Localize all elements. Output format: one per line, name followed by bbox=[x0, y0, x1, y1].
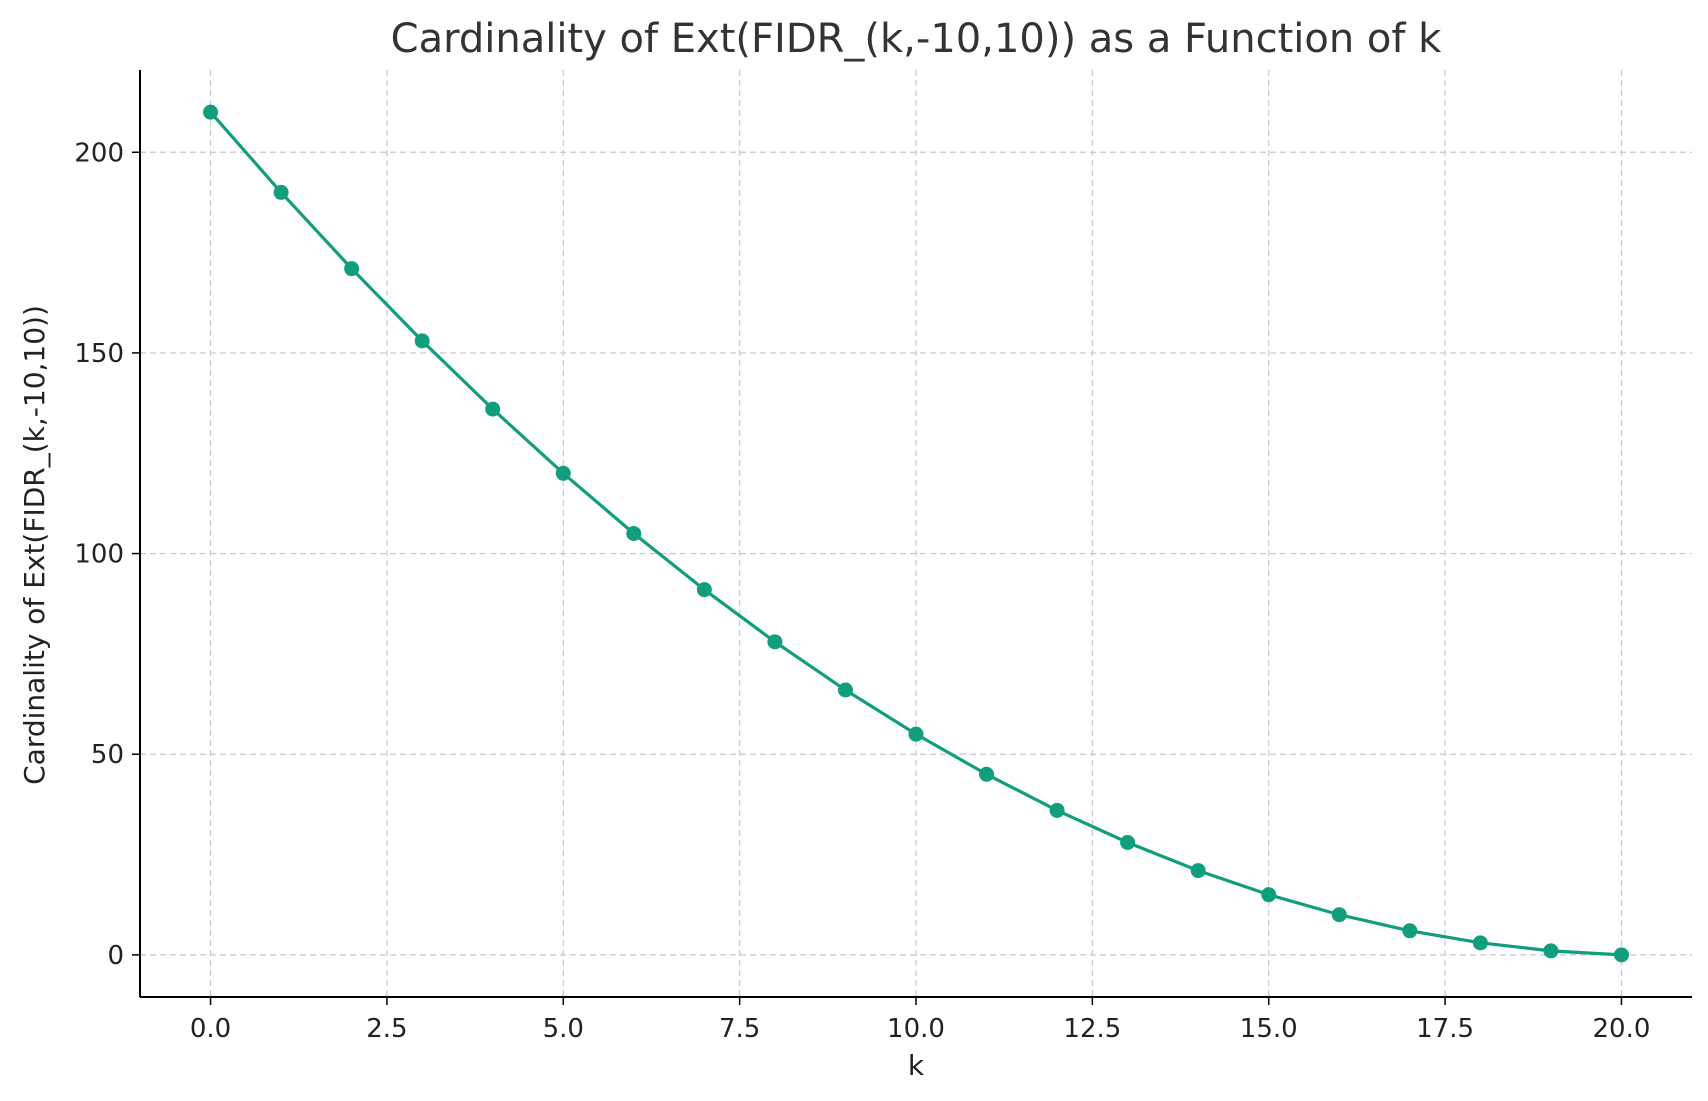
tick-labels: 0.0 2.5 5.0 7.5 10.0 12.5 15.0 17.5 20.0 0 50 100 15… bbox=[74, 138, 1650, 1044]
data-point bbox=[979, 766, 995, 782]
x-tick-label: 15.0 bbox=[1240, 1014, 1298, 1044]
data-point bbox=[555, 465, 571, 481]
data-point bbox=[626, 526, 642, 541]
data-point bbox=[344, 261, 360, 277]
data-point bbox=[1190, 863, 1206, 879]
data-point bbox=[908, 726, 924, 742]
data-point bbox=[203, 104, 219, 120]
data-point bbox=[1331, 907, 1347, 923]
data-point bbox=[837, 682, 853, 698]
data-point bbox=[1261, 887, 1277, 903]
y-tick-label: 50 bbox=[91, 740, 124, 770]
data-point bbox=[767, 634, 783, 650]
data-point bbox=[1472, 935, 1488, 951]
grid bbox=[140, 70, 1692, 997]
x-axis-label: k bbox=[908, 1049, 925, 1082]
x-tick-label: 20.0 bbox=[1593, 1014, 1651, 1044]
data-point bbox=[1613, 947, 1629, 963]
data-point bbox=[1543, 943, 1559, 959]
chart-title: Cardinality of Ext(FIDR_(k,-10,10)) as a… bbox=[391, 16, 1443, 62]
y-tick-label: 200 bbox=[74, 138, 124, 168]
y-tick-label: 100 bbox=[74, 540, 124, 570]
y-tick-label: 0 bbox=[107, 941, 124, 971]
data-point bbox=[1402, 923, 1418, 939]
data-point bbox=[1049, 802, 1065, 818]
data-point bbox=[1120, 835, 1136, 850]
x-tick-label: 17.5 bbox=[1416, 1014, 1474, 1044]
axes bbox=[132, 70, 1692, 1005]
data-point bbox=[696, 582, 712, 598]
x-tick-label: 10.0 bbox=[887, 1014, 945, 1044]
data-series bbox=[203, 104, 1629, 963]
x-tick-label: 7.5 bbox=[719, 1014, 760, 1044]
y-axis-label: Cardinality of Ext(FIDR_(k,-10,10)) bbox=[18, 305, 51, 785]
x-tick-label: 0.0 bbox=[190, 1014, 231, 1044]
x-tick-label: 12.5 bbox=[1063, 1014, 1121, 1044]
data-point bbox=[414, 333, 430, 349]
x-tick-label: 5.0 bbox=[543, 1014, 584, 1044]
y-tick-label: 150 bbox=[74, 339, 124, 369]
data-point bbox=[485, 401, 501, 417]
data-point bbox=[273, 184, 289, 200]
x-tick-label: 2.5 bbox=[366, 1014, 407, 1044]
